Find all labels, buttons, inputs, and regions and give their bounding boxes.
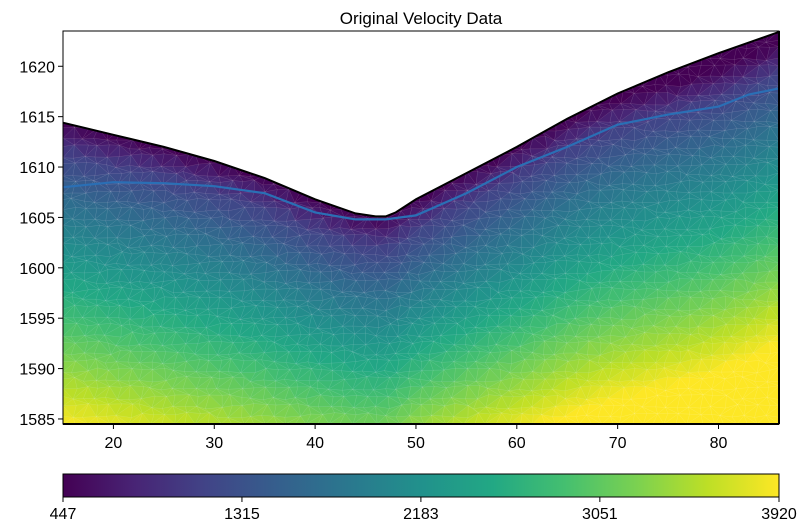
plot-area	[63, 31, 779, 424]
chart-title: Original Velocity Data	[340, 9, 503, 28]
velocity-mesh	[63, 31, 779, 424]
